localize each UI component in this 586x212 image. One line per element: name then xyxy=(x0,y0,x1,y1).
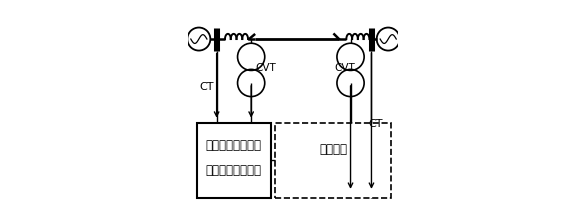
Bar xyxy=(275,123,391,198)
Text: 光纤通讯: 光纤通讯 xyxy=(319,144,347,156)
Text: CT: CT xyxy=(199,82,214,92)
Text: 输电线路保护装置: 输电线路保护装置 xyxy=(206,164,262,177)
Text: CT: CT xyxy=(369,119,383,129)
Text: CVT: CVT xyxy=(335,63,356,73)
Text: CVT: CVT xyxy=(255,63,275,73)
Text: 应用本发明方法的: 应用本发明方法的 xyxy=(206,139,262,152)
Bar xyxy=(197,123,271,198)
